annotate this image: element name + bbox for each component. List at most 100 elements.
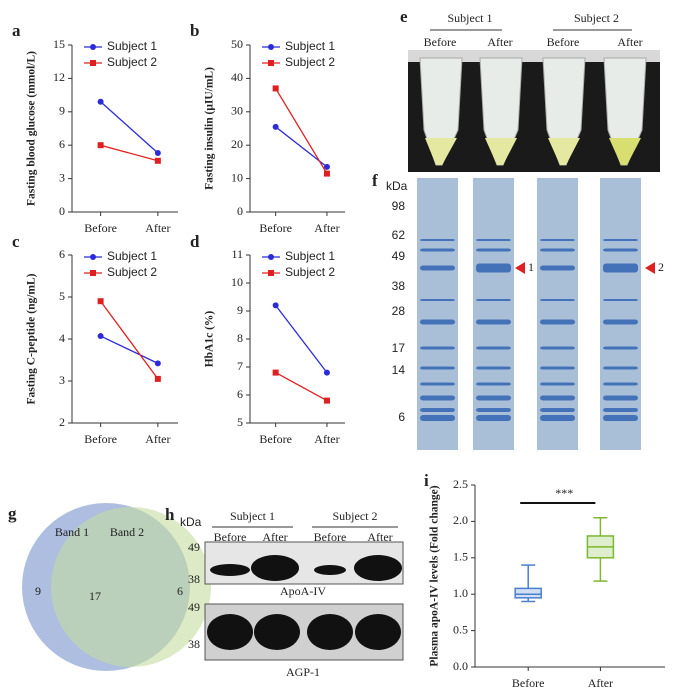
panel-label: b <box>190 21 199 40</box>
x-tick-label: Before <box>512 676 545 690</box>
marker-label: 28 <box>392 304 406 318</box>
y-tick-label: 6 <box>59 247 65 261</box>
lane-label: Before <box>424 35 457 49</box>
band <box>603 263 638 273</box>
y-tick-label: 8 <box>237 331 243 345</box>
band <box>476 239 511 241</box>
legend-marker <box>90 60 96 66</box>
point <box>154 375 161 382</box>
band <box>476 366 511 370</box>
x-tick-label: Before <box>84 432 117 446</box>
y-tick-label: 11 <box>231 247 243 261</box>
x-tick-label: After <box>145 221 170 235</box>
tube-photo <box>408 50 660 172</box>
y-tick-label: 10 <box>231 170 243 184</box>
legend-marker <box>268 254 274 260</box>
y-tick-label: 0 <box>237 204 243 218</box>
band <box>420 366 455 370</box>
legend-marker <box>90 270 96 276</box>
lane <box>537 178 578 450</box>
arrow <box>515 262 525 274</box>
band <box>420 265 455 271</box>
count: 6 <box>177 584 183 598</box>
marker-label: 14 <box>392 363 406 377</box>
marker-label: 49 <box>188 540 200 554</box>
y-axis-label: Fasting C-peptide (ng/mL) <box>26 273 38 404</box>
band <box>476 248 511 252</box>
lane <box>600 178 641 450</box>
band <box>540 395 575 401</box>
series-line <box>100 335 159 364</box>
lane-label: After <box>487 35 512 49</box>
band <box>476 382 511 386</box>
series-line <box>100 300 159 380</box>
y-tick-label: 3 <box>59 373 65 387</box>
y-tick-label: 7 <box>237 359 243 373</box>
y-tick-label: 12 <box>53 70 65 84</box>
y-tick-label: 2.5 <box>453 477 468 491</box>
y-tick-label: 30 <box>231 104 243 118</box>
y-tick-label: 6 <box>237 387 243 401</box>
band <box>420 346 455 350</box>
panel-label: d <box>190 232 200 251</box>
band <box>476 299 511 301</box>
band <box>603 239 638 241</box>
band <box>540 248 575 252</box>
legend-label: Subject 2 <box>285 55 335 69</box>
unit-label: kDa <box>386 179 408 193</box>
band-label: 2 <box>658 260 664 274</box>
point <box>154 157 161 164</box>
panel-label: g <box>8 504 17 523</box>
y-tick-label: 0.5 <box>453 622 468 636</box>
western-blot <box>204 541 404 661</box>
band <box>540 382 575 386</box>
lane-label: After <box>617 35 642 49</box>
band <box>603 382 638 386</box>
y-tick-label: 5 <box>59 289 65 303</box>
x-tick-label: After <box>145 432 170 446</box>
band <box>476 346 511 350</box>
y-tick-label: 5 <box>237 415 243 429</box>
point <box>323 170 330 177</box>
x-tick-label: After <box>314 221 339 235</box>
legend-label: Subject 1 <box>107 249 157 263</box>
marker-label: 17 <box>392 341 406 355</box>
band <box>540 239 575 241</box>
y-tick-label: 15 <box>53 37 65 51</box>
point <box>272 302 279 309</box>
band-label: 1 <box>528 260 534 274</box>
point <box>154 149 161 156</box>
y-tick-label: 6 <box>59 137 65 151</box>
y-tick-label: 0.0 <box>453 659 468 673</box>
legend-marker <box>268 60 274 66</box>
band <box>420 239 455 241</box>
unit-label: kDa <box>180 515 202 529</box>
legend-label: Subject 1 <box>107 39 157 53</box>
panel-label: h <box>165 505 175 524</box>
band <box>540 415 575 421</box>
band <box>603 248 638 252</box>
point <box>272 123 279 130</box>
lane-label: Before <box>547 35 580 49</box>
panel-label: i <box>424 471 429 490</box>
series-line <box>100 101 159 154</box>
legend-label: Subject 2 <box>107 265 157 279</box>
marker-label: 38 <box>392 279 406 293</box>
y-axis-label: Plasma apoA-IV levels (Fold change) <box>429 485 441 666</box>
band <box>603 346 638 350</box>
y-tick-label: 1.0 <box>453 586 468 600</box>
band <box>540 408 575 412</box>
group-label: Subject 2 <box>574 11 619 25</box>
band <box>603 408 638 412</box>
y-tick-label: 50 <box>231 37 243 51</box>
x-tick-label: After <box>588 676 613 690</box>
y-tick-label: 20 <box>231 137 243 151</box>
band <box>420 248 455 252</box>
arrow <box>645 262 655 274</box>
x-tick-label: Before <box>259 432 292 446</box>
band <box>540 265 575 271</box>
band <box>603 366 638 370</box>
y-axis-label: Fasting blood glucose (mmol/L) <box>26 51 38 206</box>
marker-label: 6 <box>398 410 405 424</box>
band <box>603 395 638 401</box>
